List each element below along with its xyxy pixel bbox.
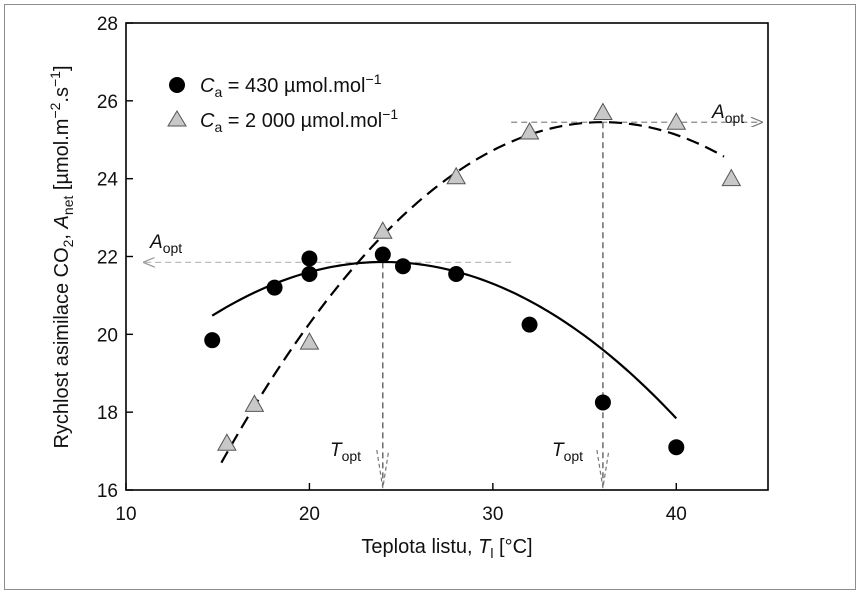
y-tick-label: 26: [97, 92, 118, 113]
point-430: [521, 316, 538, 333]
legend-label-2000: Ca = 2 000 µmol.mol−1: [200, 106, 398, 135]
x-tick-label: 10: [115, 504, 136, 525]
point-2000: [446, 166, 467, 185]
figure-border: [4, 4, 856, 590]
legend-marker-circle: [169, 77, 185, 93]
point-2000: [372, 221, 393, 239]
y-tick-label: 24: [97, 170, 119, 191]
point-2000: [299, 332, 320, 350]
x-tick-label: 30: [482, 504, 503, 525]
aopt-label-right: Aopt: [711, 102, 744, 126]
point-2000: [217, 433, 237, 451]
point-430: [668, 439, 685, 456]
point-2000: [721, 168, 742, 187]
point-430: [448, 266, 465, 283]
y-tick-label: 18: [97, 403, 118, 424]
y-axis-label: Rychlost asimilace CO2, Anet [µmol.m−2.s…: [47, 65, 76, 448]
data-points: [204, 102, 742, 456]
topt-label-left: Topt: [330, 440, 361, 464]
point-2000: [244, 394, 265, 412]
x-tick-label: 20: [299, 504, 320, 525]
point-430: [594, 394, 611, 411]
x-tick-label: 40: [666, 504, 687, 525]
aopt-label-left: Aopt: [149, 232, 182, 256]
legend: Ca = 430 µmol.mol−1 Ca = 2 000 µmol.mol−…: [167, 71, 398, 135]
point-2000: [593, 102, 613, 121]
topt-label-right: Topt: [552, 440, 583, 464]
point-430: [266, 279, 283, 296]
topt-arrow-head: [596, 449, 610, 489]
y-tick-label: 28: [97, 14, 118, 35]
y-tick-label: 16: [97, 481, 118, 502]
legend-label-430: Ca = 430 µmol.mol−1: [200, 71, 382, 100]
point-430: [394, 258, 411, 275]
axis-ticks: 10 20 30 40 16 18 20 22 24 26 28: [97, 14, 687, 525]
y-tick-label: 22: [97, 248, 118, 269]
fit-curve-2000: [220, 121, 725, 464]
point-2000: [519, 121, 540, 140]
point-430: [204, 332, 221, 349]
point-430: [301, 250, 318, 267]
y-tick-label: 20: [97, 325, 118, 346]
point-430: [374, 246, 391, 263]
fit-curve-430: [211, 260, 678, 420]
topt-arrow-head: [376, 449, 390, 489]
legend-marker-triangle: [167, 110, 187, 127]
fit-curves: [211, 121, 725, 464]
point-2000: [666, 112, 687, 130]
point-430: [301, 266, 318, 283]
annotations: [144, 122, 762, 489]
x-axis-label: Teplota listu, Tl [°C]: [361, 536, 532, 561]
